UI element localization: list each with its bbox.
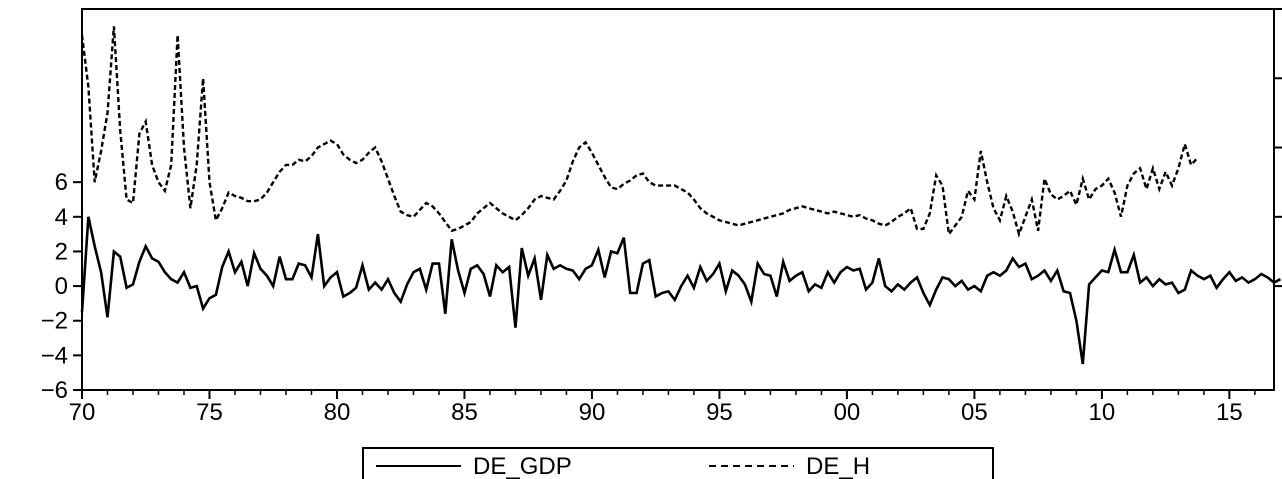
x-tick-label: 90 (579, 399, 606, 426)
y-tick-label: 4 (55, 204, 68, 231)
x-axis: 70 75 80 85 90 95 00 05 10 15 (69, 390, 1256, 426)
x-tick-label: 85 (451, 399, 478, 426)
x-tick-label: 05 (961, 399, 988, 426)
y-tick-label: −4 (41, 342, 68, 369)
y-tick-label: 6 (55, 169, 68, 196)
y-tick-label: 2 (55, 238, 68, 265)
x-tick-label: 10 (1089, 399, 1116, 426)
y-tick-label: −6 (41, 377, 68, 404)
y-tick-label: −2 (41, 308, 68, 335)
legend-box (362, 447, 994, 479)
x-tick-label: 75 (196, 399, 223, 426)
y-tick-label: 0 (55, 273, 68, 300)
series-line-de-h (80, 26, 1199, 238)
series-line-de-gdp (80, 216, 1282, 365)
legend-label-de-gdp: DE_GDP (473, 453, 572, 479)
x-tick-label: 95 (706, 399, 733, 426)
plot-frame (81, 8, 1275, 391)
y-axis: −6 −4 −2 0 2 4 6 (41, 169, 82, 404)
x-tick-label: 70 (69, 399, 96, 426)
x-tick-label: 15 (1216, 399, 1243, 426)
legend: DE_GDP DE_H (362, 447, 994, 479)
right-axis (1274, 8, 1282, 288)
x-tick-label: 80 (324, 399, 351, 426)
series-layer (80, 26, 1282, 365)
legend-label-de-h: DE_H (806, 453, 870, 479)
x-tick-label: 00 (834, 399, 861, 426)
